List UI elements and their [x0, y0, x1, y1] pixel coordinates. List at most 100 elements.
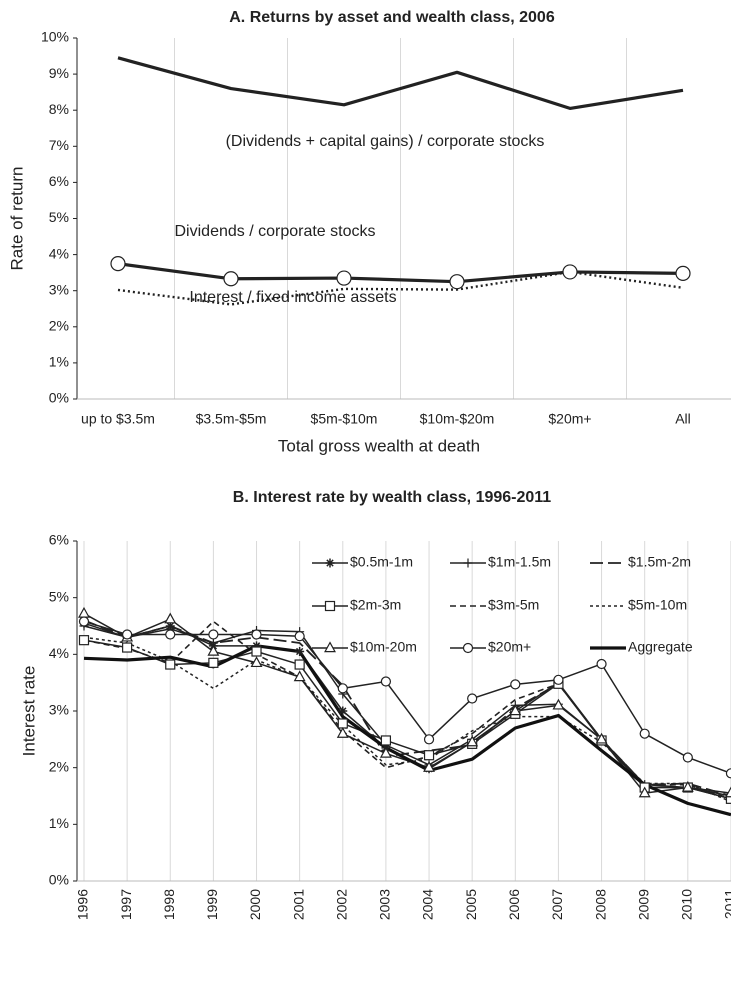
marker	[251, 629, 262, 640]
marker	[165, 659, 176, 670]
marker	[336, 727, 349, 738]
marker	[78, 616, 90, 627]
y-tick-label: 5%	[49, 209, 69, 225]
marker	[336, 270, 352, 286]
x-tick-label: 2007	[549, 889, 565, 920]
marker	[553, 674, 564, 685]
marker	[293, 670, 306, 682]
marker	[223, 271, 239, 287]
marker	[294, 659, 305, 670]
x-tick-label: $10m-$20m	[420, 411, 495, 427]
marker	[251, 646, 262, 657]
marker	[294, 631, 305, 642]
x-tick-label: $3.5m-$5m	[196, 411, 267, 427]
marker	[682, 752, 693, 763]
x-tick-label: 2010	[679, 889, 695, 920]
marker	[596, 658, 607, 670]
y-tick-label: 2%	[49, 318, 69, 334]
x-tick-label: 2002	[333, 889, 349, 920]
marker	[638, 786, 651, 798]
x-axis-label: Total gross wealth at death	[278, 436, 480, 455]
chart-title: B. Interest rate by wealth class, 1996-2…	[233, 489, 552, 506]
legend-label: $5m-10m	[628, 597, 687, 613]
marker	[449, 274, 465, 290]
series-line	[117, 262, 684, 284]
y-tick-label: 10%	[41, 29, 69, 45]
y-tick-label: 1%	[49, 354, 69, 370]
marker	[207, 644, 220, 656]
marker	[639, 728, 650, 739]
y-tick-label: 9%	[49, 65, 69, 81]
marker	[562, 264, 578, 280]
x-tick-label: 2000	[247, 889, 263, 920]
series-line	[83, 636, 731, 803]
marker	[509, 704, 522, 716]
legend-label: $0.5m-1m	[350, 554, 413, 570]
marker	[122, 629, 133, 640]
x-tick-label: 2003	[377, 889, 393, 920]
y-tick-label: 3%	[49, 281, 69, 297]
legend-label: $1.5m-2m	[628, 554, 691, 570]
marker	[595, 732, 608, 744]
x-tick-label: All	[675, 411, 691, 427]
series-line	[83, 644, 731, 817]
x-tick-label: 2009	[635, 889, 651, 920]
marker	[295, 647, 305, 656]
y-axis-label: Rate of return	[7, 167, 26, 271]
y-axis-label: Interest rate	[19, 666, 38, 757]
x-tick-label: 1999	[204, 889, 220, 920]
marker	[423, 750, 435, 761]
marker	[681, 780, 694, 792]
marker	[122, 642, 133, 653]
marker	[510, 679, 521, 690]
series-label: Dividends / corporate stocks	[175, 223, 376, 240]
marker	[324, 641, 336, 653]
marker	[467, 693, 478, 704]
x-tick-label: 2005	[463, 889, 479, 920]
y-tick-label: 6%	[49, 173, 69, 189]
series-line	[83, 620, 731, 775]
marker	[250, 656, 263, 668]
marker	[164, 612, 177, 624]
marker	[324, 600, 336, 612]
marker	[110, 256, 126, 272]
chart-title: A. Returns by asset and wealth class, 20…	[229, 9, 555, 26]
marker	[208, 629, 219, 640]
series-label: Interest / fixed income assets	[189, 289, 396, 306]
x-tick-label: 1998	[161, 889, 177, 920]
marker	[466, 735, 479, 747]
marker	[78, 606, 90, 618]
marker	[325, 558, 335, 568]
x-tick-label: 2006	[506, 889, 522, 920]
x-tick-label: 2008	[592, 889, 608, 920]
marker	[380, 735, 392, 746]
y-tick-label: 5%	[49, 588, 69, 604]
marker	[379, 746, 392, 758]
marker	[462, 642, 474, 654]
y-tick-label: 7%	[49, 137, 69, 153]
marker	[725, 768, 731, 779]
marker	[463, 558, 473, 568]
marker	[675, 265, 691, 281]
y-tick-label: 4%	[49, 645, 69, 661]
y-tick-label: 0%	[49, 390, 69, 406]
marker	[423, 761, 436, 772]
chart: B. Interest rate by wealth class, 1996-2…	[19, 489, 731, 920]
series-line	[83, 639, 731, 800]
series-line	[117, 56, 684, 110]
x-tick-label: 2001	[290, 889, 306, 920]
legend-label: $10m-20m	[350, 639, 417, 655]
legend-label: $2m-3m	[350, 597, 401, 613]
series-label: (Dividends + capital gains) / corporate …	[226, 133, 545, 150]
marker	[338, 706, 348, 716]
y-tick-label: 1%	[49, 815, 69, 831]
marker	[552, 698, 565, 710]
y-tick-label: 8%	[49, 101, 69, 117]
legend-label: $20m+	[488, 639, 531, 655]
x-tick-label: $5m-$10m	[311, 411, 378, 427]
y-tick-label: 4%	[49, 245, 69, 261]
marker	[165, 629, 176, 640]
marker	[252, 641, 262, 651]
y-tick-label: 0%	[49, 872, 69, 888]
marker	[423, 734, 435, 745]
